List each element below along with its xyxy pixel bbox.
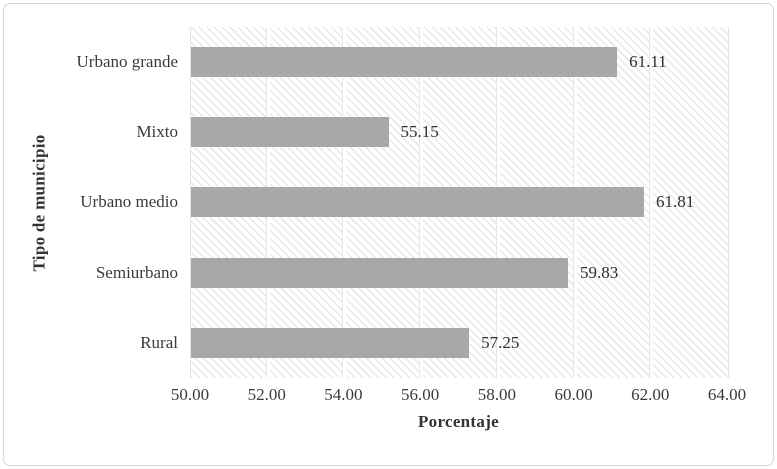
bar xyxy=(191,327,470,358)
bar-value-label: 55.15 xyxy=(400,122,439,142)
bar-row: 57.25 xyxy=(191,308,728,378)
x-tick-label: 52.00 xyxy=(247,385,286,404)
x-axis-title: Porcentaje xyxy=(417,412,500,431)
category-label: Mixto xyxy=(136,122,178,142)
category-label: Urbano grande xyxy=(76,52,179,72)
bar-row: 61.11 xyxy=(191,27,728,97)
bar-value-label: 59.83 xyxy=(580,262,619,282)
category-label: Semiurbano xyxy=(95,262,178,282)
category-axis-labels: Urbano grande Mixto Urbano medio Semiurbano… xyxy=(30,27,179,378)
bar xyxy=(191,117,389,148)
x-tick-label: 60.00 xyxy=(554,385,593,404)
x-tick-label: 62.00 xyxy=(631,385,670,404)
category-label: Urbano medio xyxy=(80,192,178,212)
bar-row: 61.81 xyxy=(191,167,728,237)
bar-value-label: 61.11 xyxy=(629,52,667,72)
bar xyxy=(191,47,618,78)
x-axis-tick-labels: 50.00 52.00 54.00 56.00 58.00 60.00 62.00 64.00 xyxy=(171,385,746,407)
bar-value-label: 61.81 xyxy=(655,192,695,212)
category-label: Rural xyxy=(140,332,178,352)
x-tick-label: 56.00 xyxy=(401,385,440,404)
bar-row: 59.83 xyxy=(191,238,728,308)
bar xyxy=(191,187,644,218)
gridline xyxy=(649,27,654,378)
x-tick-label: 50.00 xyxy=(170,385,210,404)
plot-area: 61.11 55.15 61.81 59.83 57.25 xyxy=(190,27,729,378)
x-tick-label: 64.00 xyxy=(707,385,747,404)
bar xyxy=(191,257,569,288)
bar-row: 55.15 xyxy=(191,97,728,167)
x-tick-label: 54.00 xyxy=(324,385,363,404)
bar-value-label: 57.25 xyxy=(481,332,520,352)
x-tick-label: 58.00 xyxy=(477,385,516,404)
